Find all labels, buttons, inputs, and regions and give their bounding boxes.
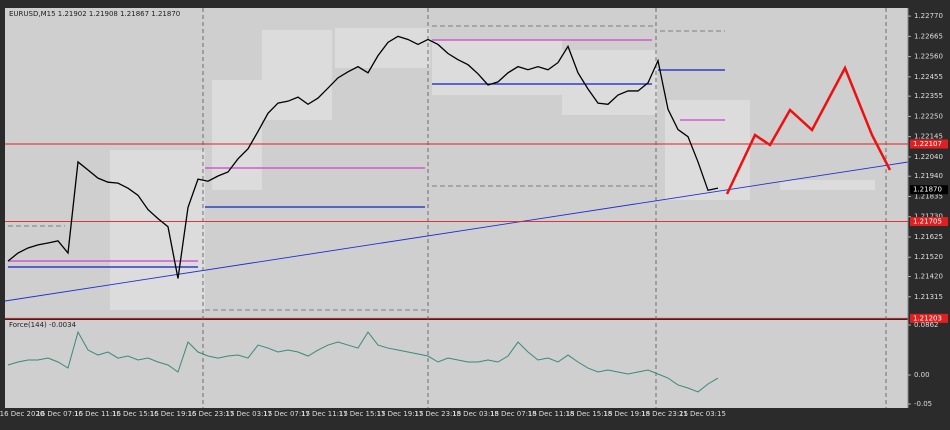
x-tick-label: 18 Dec 15:15 [565,410,612,418]
drawn-segments [4,39,909,302]
level-label: 1.21203 [913,314,942,322]
y-tick-label: 1.21940 [914,172,943,180]
y-tick-label: 1.21315 [914,293,943,301]
x-tick-label: 18 Dec 03:15 [452,410,499,418]
x-tick-label: 18 Dec 11:15 [528,410,575,418]
y-tick-label: 1.21520 [914,253,943,261]
y-tick-label: 1.22665 [914,32,943,40]
y-tick-label: 1.22770 [914,12,943,20]
y-tick-label: 1.21420 [914,273,943,281]
level-label: 1.22107 [913,140,942,148]
current-price-label: 1.21870 [913,186,942,194]
y-tick-label: 1.21730 [914,213,943,221]
x-tick-label: 16 Dec 15:15 [112,410,159,418]
x-tick-label: 18 Dec 19:15 [603,410,650,418]
level-label-box [910,217,948,227]
y-tick-label: 1.22250 [914,112,943,120]
x-tick-label: 16 Dec 2020 [0,410,44,418]
x-tick-label: 18 Dec 07:15 [490,410,537,418]
x-tick-label: 17 Dec 15:15 [339,410,386,418]
x-tick-label: 16 Dec 23:15 [187,410,234,418]
x-tick-label: 16 Dec 07:15 [36,410,83,418]
x-tick-label: 16 Dec 19:15 [150,410,197,418]
y-tick-label: 0.0862 [914,321,939,329]
series-line [7,330,719,393]
y-tick-label: 0.00 [914,371,930,379]
x-tick-label: 18 Dec 23:15 [641,410,688,418]
level-label-box [910,313,948,323]
x-tick-label: 21 Dec 03:15 [679,410,726,418]
y-tick-label: 1.21835 [914,192,943,200]
x-tick-label: 17 Dec 11:15 [301,410,348,418]
x-tick-label: 16 Dec 11:15 [74,410,121,418]
current-price-box [910,185,948,195]
day-separators [202,8,887,408]
shaded-boxes [110,28,875,310]
y-tick-label: -0.05 [914,400,932,408]
level-label-box [910,139,948,149]
y-tick-label: 1.22455 [914,73,943,81]
y-tick-label: 1.22145 [914,133,943,141]
dashed-levels [8,25,725,311]
y-tick-label: 1.22560 [914,53,943,61]
level-label: 1.21705 [913,218,942,226]
x-tick-label: 17 Dec 07:15 [263,410,310,418]
x-tick-label: 17 Dec 03:15 [225,410,272,418]
projection-zigzag [725,65,892,195]
y-tick-label: 1.22355 [914,92,943,100]
series-line [7,35,719,279]
indicator-title: Force(144) -0.0034 [9,321,77,329]
x-tick-label: 17 Dec 23:15 [414,410,461,418]
x-tick-label: 17 Dec 19:15 [376,410,423,418]
chart-title: EURUSD,M15 1.21902 1.21908 1.21867 1.218… [9,10,180,18]
indicator-panel [5,320,908,408]
y-tick-label: 1.21625 [914,233,943,241]
y-tick-label: 1.22040 [914,153,943,161]
